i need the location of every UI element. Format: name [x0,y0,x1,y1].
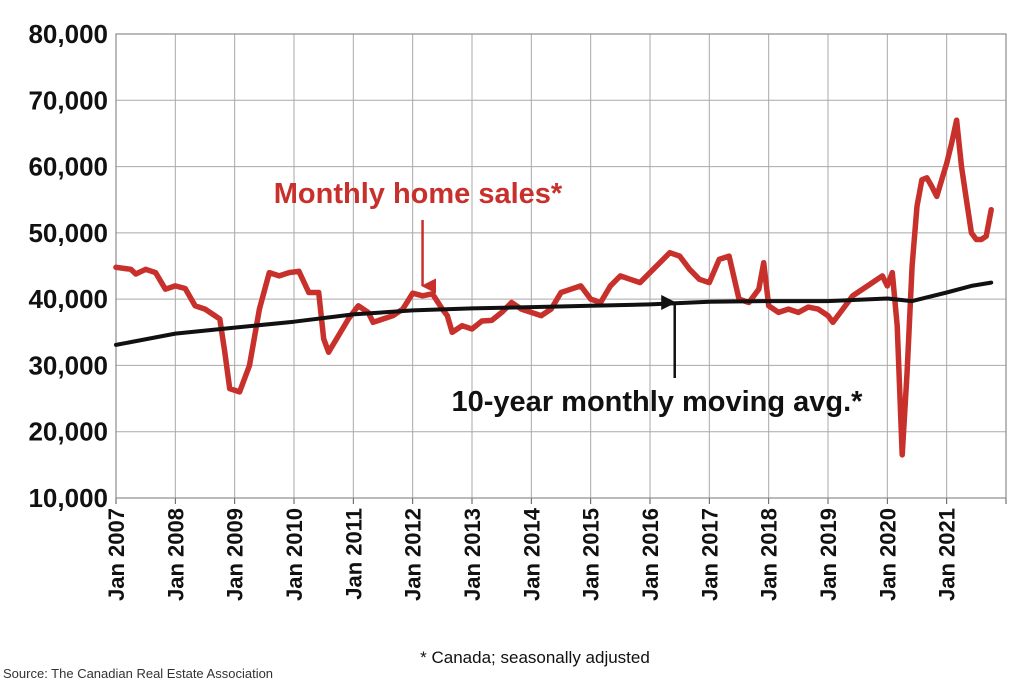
chart-series [113,117,994,458]
x-tick-label: Jan 2013 [460,508,485,601]
x-tick-label: Jan 2007 [104,508,129,601]
x-tick-label: Jan 2019 [816,508,841,601]
y-tick-label: 40,000 [28,284,108,314]
x-tick-label: Jan 2015 [579,508,604,601]
y-tick-label: 80,000 [28,19,108,49]
x-tick-label: Jan 2012 [401,508,426,601]
y-tick-label: 60,000 [28,152,108,182]
footnote: * Canada; seasonally adjusted [420,648,650,667]
chart-annotations: Monthly home sales* 10-year monthly movi… [274,178,863,418]
x-tick-label: Jan 2014 [519,507,544,601]
avg-series-label: 10-year monthly moving avg.* [452,386,864,418]
x-tick-label: Jan 2008 [163,508,188,601]
x-tick-label: Jan 2017 [697,508,722,601]
x-axis-ticks: Jan 2007 Jan 2008 Jan 2009 Jan 2010 Jan 2011… [104,507,960,601]
moving-average-line [114,280,994,347]
x-tick-label: Jan 2021 [935,508,960,601]
x-tick-label: Jan 2010 [282,508,307,601]
chart-axes [115,33,1007,499]
x-tick-label: Jan 2009 [223,508,248,601]
monthly-sales-line [113,117,994,458]
source-credit: Source: The Canadian Real Estate Associa… [3,666,273,681]
y-tick-label: 10,000 [28,483,108,513]
sales-series-label: Monthly home sales* [274,178,563,210]
y-tick-label: 70,000 [28,85,108,115]
y-tick-label: 20,000 [28,417,108,447]
x-tick-label: Jan 2016 [638,508,663,601]
y-tick-label: 50,000 [28,218,108,248]
plot-frame [115,33,1007,499]
x-tick-label: Jan 2020 [875,508,900,601]
chart-grid [115,33,1007,504]
x-tick-label: Jan 2018 [757,508,782,601]
x-tick-label: Jan 2011 [341,508,366,600]
y-tick-label: 30,000 [28,350,108,380]
y-axis-ticks: 10,000 20,000 30,000 40,000 50,000 60,000 70,0… [28,19,108,513]
